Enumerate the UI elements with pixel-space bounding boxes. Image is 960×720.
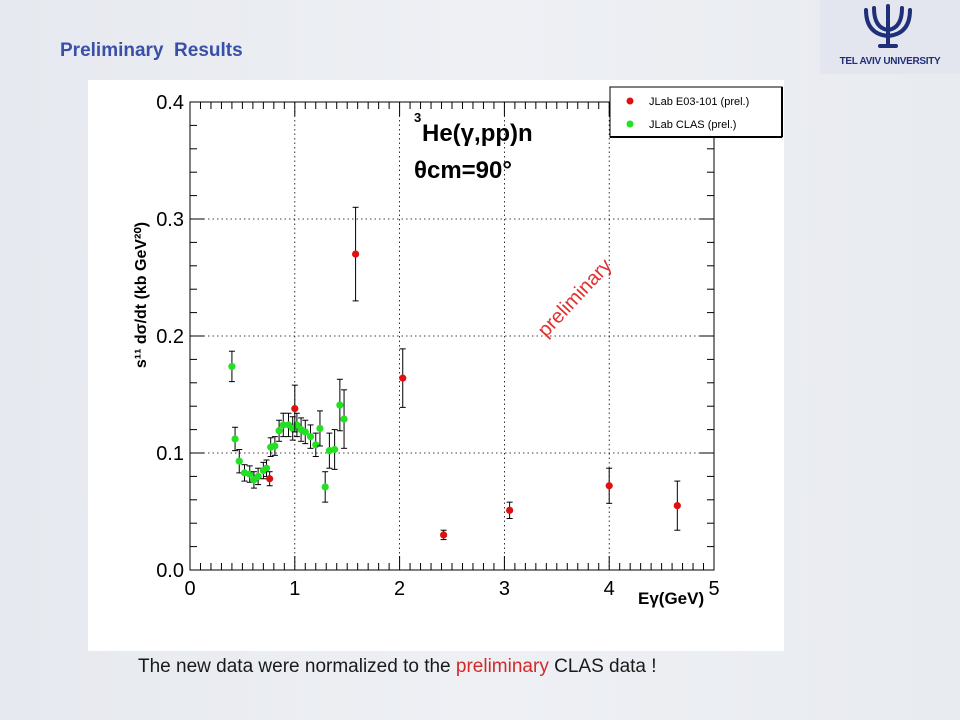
data-point bbox=[440, 531, 448, 539]
data-point bbox=[228, 362, 236, 371]
data-point bbox=[351, 250, 360, 258]
data-point bbox=[306, 433, 315, 441]
legend-marker-clas bbox=[626, 120, 634, 128]
data-point bbox=[246, 470, 254, 478]
data-point bbox=[231, 435, 239, 443]
caption-text-pre: The new data were normalized to the bbox=[138, 656, 456, 677]
legend-label-e03-101: JLab E03-101 (prel.) bbox=[649, 96, 749, 108]
data-point bbox=[605, 482, 613, 490]
data-point bbox=[336, 401, 344, 409]
legend: JLab E03-101 (prel.) JLab CLAS (prel.) bbox=[609, 86, 783, 138]
data-point bbox=[279, 421, 287, 429]
data-point bbox=[301, 428, 309, 436]
x-tick-label: 2 bbox=[394, 578, 405, 600]
logo-text: TEL AVIV UNIVERSITY bbox=[839, 56, 941, 67]
grid-lines bbox=[190, 102, 714, 570]
y-tick-label: 0.0 bbox=[156, 560, 184, 582]
data-point bbox=[275, 427, 283, 435]
reaction-label: He(γ,pp)n bbox=[422, 120, 533, 147]
data-points bbox=[228, 206, 681, 541]
data-point bbox=[291, 404, 299, 413]
data-point bbox=[673, 502, 681, 510]
tick-labels: 0 1 2 3 4 5 0.0 0.1 0.2 0.3 0.4 bbox=[156, 92, 719, 600]
data-point bbox=[399, 374, 407, 382]
legend-label-clas: JLab CLAS (prel.) bbox=[649, 119, 736, 131]
y-tick-label: 0.4 bbox=[156, 92, 184, 114]
x-tick-label: 5 bbox=[708, 578, 719, 600]
y-tick-label: 0.1 bbox=[156, 443, 184, 465]
x-axis-label: Eγ(GeV) bbox=[638, 589, 704, 608]
reaction-superscript: 3 bbox=[414, 110, 421, 125]
data-point bbox=[271, 442, 279, 450]
y-tick-label: 0.2 bbox=[156, 326, 184, 348]
university-logo: TEL AVIV UNIVERSITY bbox=[820, 0, 960, 74]
x-tick-label: 0 bbox=[184, 578, 195, 600]
data-point bbox=[266, 475, 274, 483]
data-point bbox=[312, 441, 320, 449]
x-tick-label: 3 bbox=[499, 578, 510, 600]
slide-title: Preliminary Results bbox=[60, 40, 243, 61]
y-axis-label: s¹¹ dσ/dt (kb GeV²⁰) bbox=[133, 222, 150, 368]
menorah-emblem-icon bbox=[864, 4, 912, 48]
data-point bbox=[331, 445, 339, 454]
data-point bbox=[506, 506, 514, 514]
legend-marker-e03-101 bbox=[626, 97, 634, 105]
data-point bbox=[316, 424, 324, 433]
caption-highlight: preliminary bbox=[455, 656, 549, 677]
x-tick-label: 1 bbox=[289, 578, 300, 600]
caption-text-post: CLAS data ! bbox=[548, 656, 657, 677]
plot-canvas: 0 1 2 3 4 5 0.0 0.1 0.2 0.3 0.4 3 He(γ,pp)n θcm=90… bbox=[88, 80, 784, 651]
data-point bbox=[321, 483, 329, 491]
data-point bbox=[254, 472, 262, 480]
data-point bbox=[235, 457, 243, 465]
x-tick-label: 4 bbox=[604, 578, 615, 600]
slide-caption: The new data were normalized to the prel… bbox=[138, 656, 657, 678]
data-point bbox=[262, 464, 271, 472]
y-tick-label: 0.3 bbox=[156, 209, 184, 231]
cross-section-chart: 0 1 2 3 4 5 0.0 0.1 0.2 0.3 0.4 3 He(γ,pp)n θcm=90… bbox=[133, 86, 783, 608]
data-point bbox=[340, 415, 348, 423]
angle-label: θcm=90° bbox=[414, 157, 512, 184]
